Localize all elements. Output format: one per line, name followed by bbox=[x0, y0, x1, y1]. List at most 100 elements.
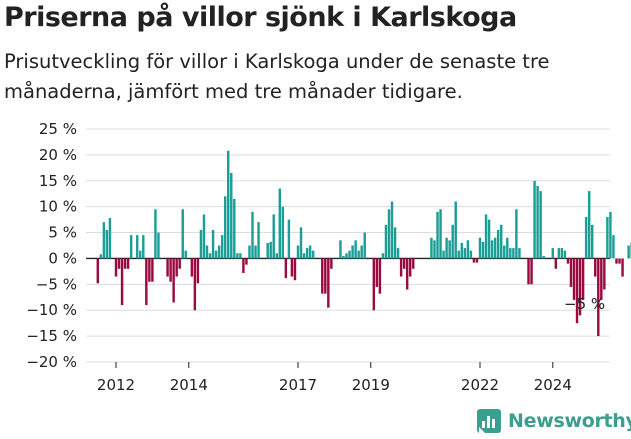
bar bbox=[157, 232, 160, 259]
bar bbox=[466, 240, 470, 259]
bar bbox=[581, 258, 585, 300]
bar bbox=[266, 242, 269, 259]
bar bbox=[512, 248, 515, 259]
bar bbox=[217, 245, 221, 259]
bar bbox=[533, 180, 536, 259]
bar bbox=[442, 250, 445, 259]
logo-icon bbox=[477, 409, 501, 433]
bar bbox=[181, 209, 184, 259]
x-tick-label: 2022 bbox=[461, 376, 499, 394]
bar bbox=[387, 209, 391, 259]
bar bbox=[311, 250, 315, 259]
bar bbox=[609, 211, 612, 259]
bar bbox=[227, 150, 230, 259]
bar bbox=[372, 258, 376, 311]
bar bbox=[239, 253, 242, 259]
y-tick-label: 5 % bbox=[48, 224, 77, 242]
bar bbox=[463, 248, 467, 259]
bar bbox=[220, 235, 224, 259]
bar bbox=[351, 245, 354, 259]
bar bbox=[214, 250, 218, 259]
bar bbox=[348, 250, 351, 259]
y-tick-label: 0 % bbox=[48, 249, 77, 267]
bar bbox=[342, 255, 345, 259]
bar bbox=[190, 258, 194, 277]
bar bbox=[208, 253, 212, 259]
bar bbox=[96, 258, 100, 284]
bar bbox=[500, 224, 503, 259]
bar bbox=[172, 258, 175, 303]
bar bbox=[145, 258, 148, 306]
bar bbox=[287, 219, 291, 259]
bar bbox=[223, 196, 227, 259]
bar bbox=[615, 258, 618, 264]
bar bbox=[618, 258, 621, 264]
bar bbox=[460, 242, 463, 259]
bar-chart: 25 % 20 % 15 % 10 % 5 % 0 % −5 % −10 % −15 % −20 … bbox=[26, 120, 631, 394]
y-tick-label: −20 % bbox=[26, 353, 77, 371]
bar bbox=[117, 258, 121, 269]
bar bbox=[569, 258, 573, 287]
bar bbox=[196, 258, 200, 284]
y-tick-label: −10 % bbox=[26, 301, 77, 319]
bar bbox=[542, 255, 545, 259]
bar bbox=[405, 258, 409, 290]
bar bbox=[139, 250, 142, 259]
bar bbox=[299, 227, 303, 259]
bar bbox=[324, 258, 327, 294]
bar bbox=[572, 258, 576, 300]
bar bbox=[503, 245, 506, 259]
y-tick-label: −15 % bbox=[26, 327, 77, 345]
bar bbox=[290, 258, 294, 277]
bar bbox=[339, 240, 342, 259]
bar bbox=[233, 198, 236, 259]
bar bbox=[430, 237, 433, 259]
bar bbox=[439, 209, 442, 259]
bar bbox=[412, 258, 415, 269]
bar bbox=[530, 258, 533, 285]
chart-title: Priserna på villor sjönk i Karlskoga bbox=[4, 2, 517, 33]
bar bbox=[154, 209, 157, 259]
bar bbox=[591, 224, 594, 259]
bar bbox=[554, 258, 558, 269]
bar bbox=[515, 209, 518, 259]
bar bbox=[393, 227, 397, 259]
annotation-label: −5 % bbox=[564, 295, 605, 313]
bars bbox=[96, 150, 631, 337]
bar bbox=[211, 229, 215, 259]
bar bbox=[245, 258, 248, 265]
bar bbox=[166, 258, 169, 277]
bar bbox=[148, 258, 151, 282]
bar bbox=[378, 258, 382, 294]
bar bbox=[251, 211, 254, 259]
bar bbox=[302, 253, 306, 259]
bar bbox=[612, 235, 615, 259]
bar bbox=[457, 250, 460, 259]
bar bbox=[193, 258, 197, 311]
bar bbox=[248, 245, 251, 259]
y-tick-label: 15 % bbox=[39, 172, 77, 190]
bar bbox=[345, 253, 348, 259]
bar bbox=[563, 250, 567, 259]
bar bbox=[536, 185, 539, 259]
bar bbox=[308, 245, 312, 259]
bar bbox=[114, 258, 118, 277]
bar bbox=[566, 258, 570, 264]
bar bbox=[481, 241, 485, 259]
bar bbox=[123, 258, 127, 269]
chart-subtitle: Prisutveckling för villor i Karlskoga un… bbox=[4, 50, 550, 103]
bar bbox=[293, 258, 297, 281]
bar bbox=[381, 253, 385, 259]
bar bbox=[330, 258, 333, 269]
bar bbox=[600, 258, 603, 300]
x-tick-label: 2017 bbox=[279, 376, 317, 394]
y-tick-label: 25 % bbox=[39, 120, 77, 138]
bar bbox=[454, 201, 457, 259]
bar bbox=[327, 258, 330, 308]
bar bbox=[587, 191, 591, 259]
bar bbox=[469, 250, 473, 259]
bar bbox=[178, 258, 181, 269]
bar bbox=[236, 253, 239, 259]
bar bbox=[518, 248, 521, 259]
bar bbox=[384, 224, 388, 259]
